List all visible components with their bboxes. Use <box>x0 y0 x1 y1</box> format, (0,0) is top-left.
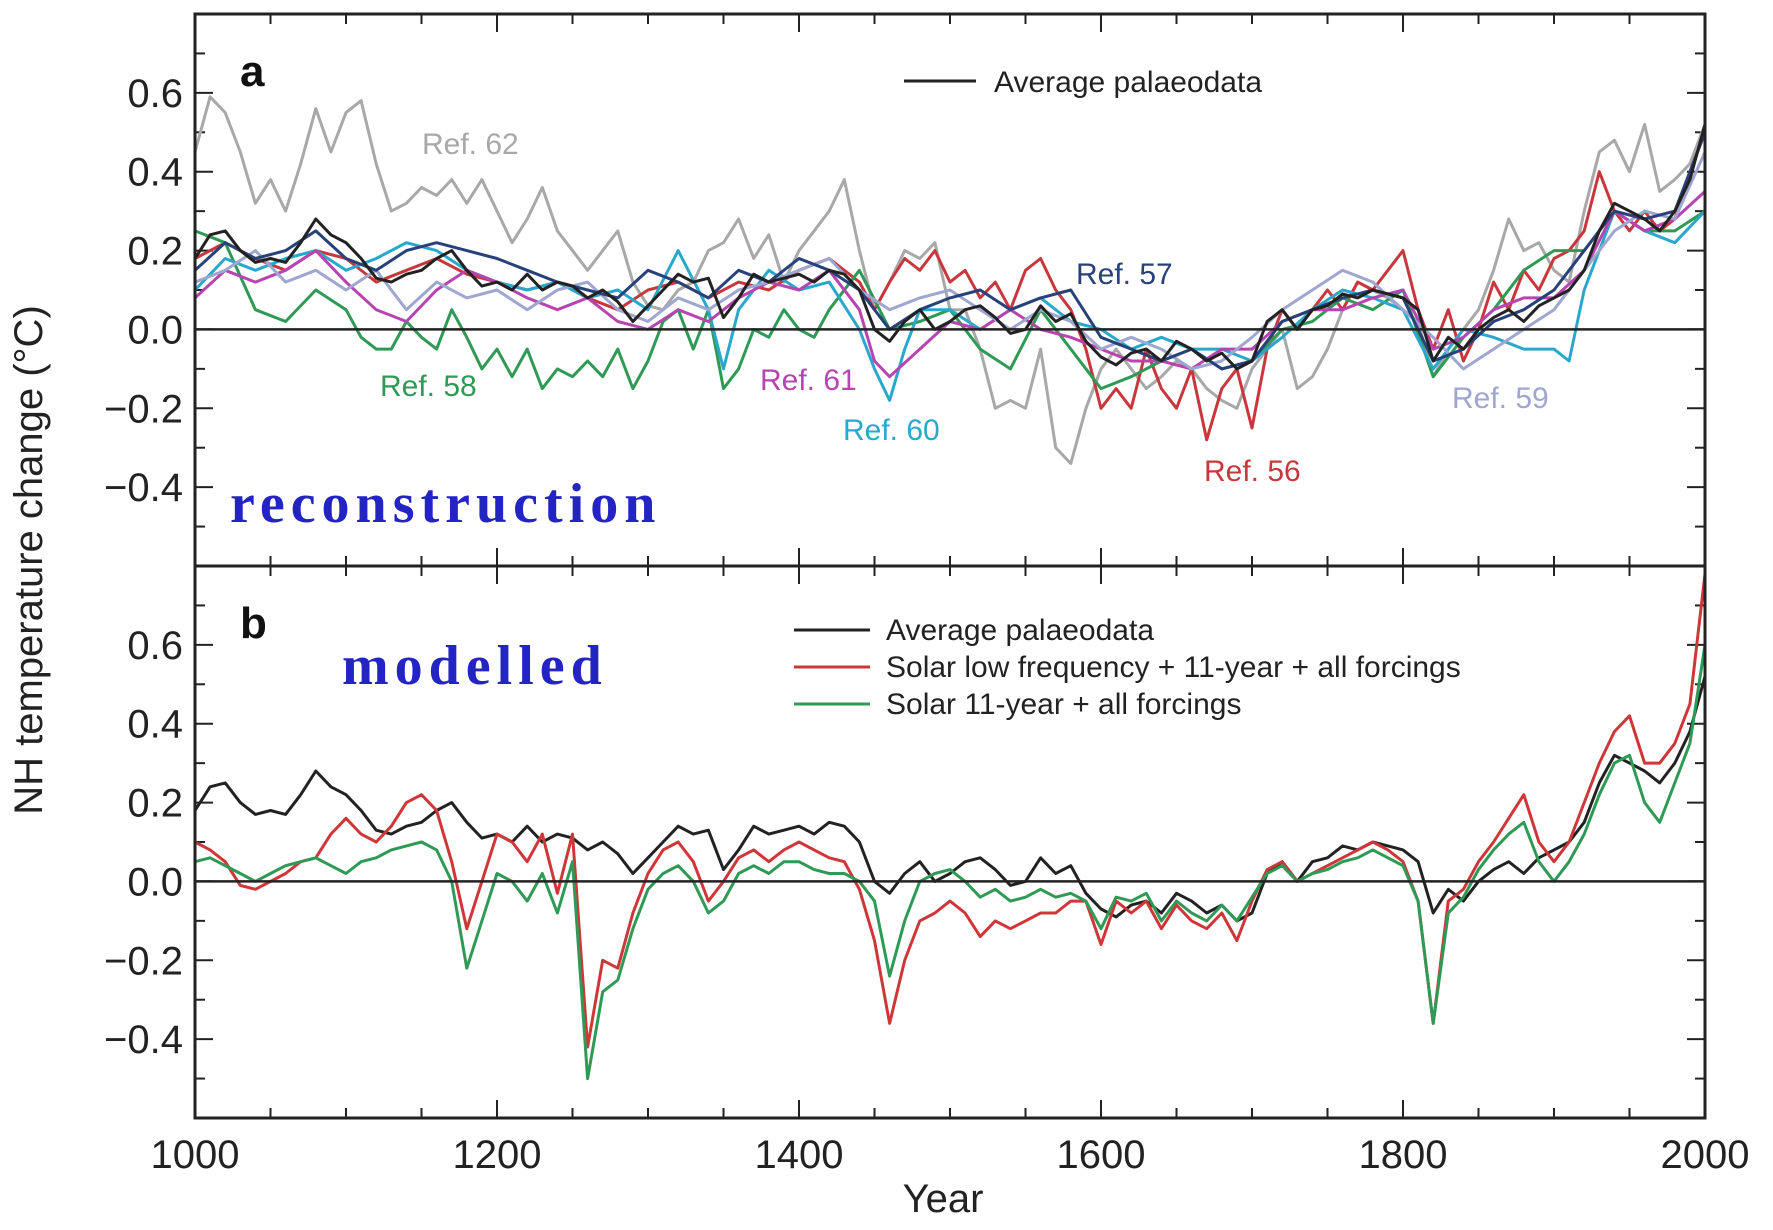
panel-b-frame <box>193 564 1707 1120</box>
series-solar_11-line <box>193 643 1707 1081</box>
y-tick-label: 0.0 <box>127 860 183 904</box>
panel-a-ticks <box>194 13 1706 567</box>
y-tick-label: −0.4 <box>104 466 183 510</box>
legend-b-average-label: Average palaeodata <box>886 614 1154 647</box>
panel-a-y-tick-labels: 0.6 0.4 0.2 0.0 −0.2 −0.4 <box>104 72 183 510</box>
panel-b-y-tick-labels: 0.6 0.4 0.2 0.0 −0.2 −0.4 <box>104 624 183 1062</box>
ref-59-label: Ref. 59 <box>1452 382 1549 415</box>
ref-57-label: Ref. 57 <box>1076 258 1173 291</box>
y-tick-label: 0.4 <box>127 151 183 195</box>
x-tick-label: 1600 <box>1057 1133 1146 1177</box>
ref-56-label: Ref. 56 <box>1204 455 1301 488</box>
legend-a-average-label: Average palaeodata <box>994 66 1262 99</box>
y-tick-label: −0.2 <box>104 387 183 431</box>
panel-b-legend: Average palaeodata Solar low frequency +… <box>794 614 1461 721</box>
ref-58-label: Ref. 58 <box>380 370 477 403</box>
modelled-label: modelled <box>342 635 608 697</box>
y-tick-label: 0.2 <box>127 230 183 274</box>
panel-b: b 0.60.40.20.0−0.2−0.4 1000 1200 1400 1600 1… <box>104 564 1750 1177</box>
y-tick-label: 0.4 <box>127 703 183 747</box>
legend-b-solar-low-label: Solar low frequency + 11-year + all forc… <box>886 651 1461 684</box>
panel-a-letter: a <box>240 47 265 96</box>
y-axis-title: NH temperature change (°C) <box>7 305 51 815</box>
series-average-line <box>193 674 1707 923</box>
y-tick-label: 0.6 <box>127 72 183 116</box>
panel-a-series <box>193 95 1707 465</box>
series-solar_low-line <box>193 572 1707 1049</box>
panel-a: a 0.6 0.4 0.2 0.0 −0.2 −0.4 Average palaeodat… <box>104 12 1707 568</box>
panel-a-reference-labels: Ref. 62 Ref. 57 Ref. 58 Ref. 61 Ref. 60 … <box>380 128 1549 488</box>
x-tick-label: 1400 <box>755 1133 844 1177</box>
series-ref59-line <box>193 150 1707 371</box>
series-ref61-line <box>193 189 1707 379</box>
y-tick-label: 0.2 <box>127 782 183 826</box>
series-average-line <box>193 122 1707 371</box>
x-tick-label: 1200 <box>453 1133 542 1177</box>
ref-61-label: Ref. 61 <box>760 364 857 397</box>
series-ref57-line <box>193 130 1707 371</box>
y-tick-label: −0.2 <box>104 939 183 983</box>
x-tick-label: 2000 <box>1661 1133 1750 1177</box>
legend-b-solar-11-label: Solar 11-year + all forcings <box>886 688 1241 721</box>
ref-62-label: Ref. 62 <box>422 128 519 161</box>
ref-60-label: Ref. 60 <box>843 414 940 447</box>
panel-b-letter: b <box>240 599 267 648</box>
x-tick-labels: 1000 1200 1400 1600 1800 2000 <box>151 1133 1750 1177</box>
y-tick-label: 0.0 <box>127 308 183 352</box>
reconstruction-label: reconstruction <box>230 473 661 535</box>
x-tick-label: 1000 <box>151 1133 240 1177</box>
y-tick-label: 0.6 <box>127 624 183 668</box>
panel-a-legend: Average palaeodata <box>904 66 1262 99</box>
panel-b-series <box>193 572 1707 1081</box>
y-tick-label: −0.4 <box>104 1018 183 1062</box>
series-ref58-line <box>193 209 1707 391</box>
x-tick-label: 1800 <box>1359 1133 1448 1177</box>
x-axis-title: Year <box>903 1177 984 1221</box>
